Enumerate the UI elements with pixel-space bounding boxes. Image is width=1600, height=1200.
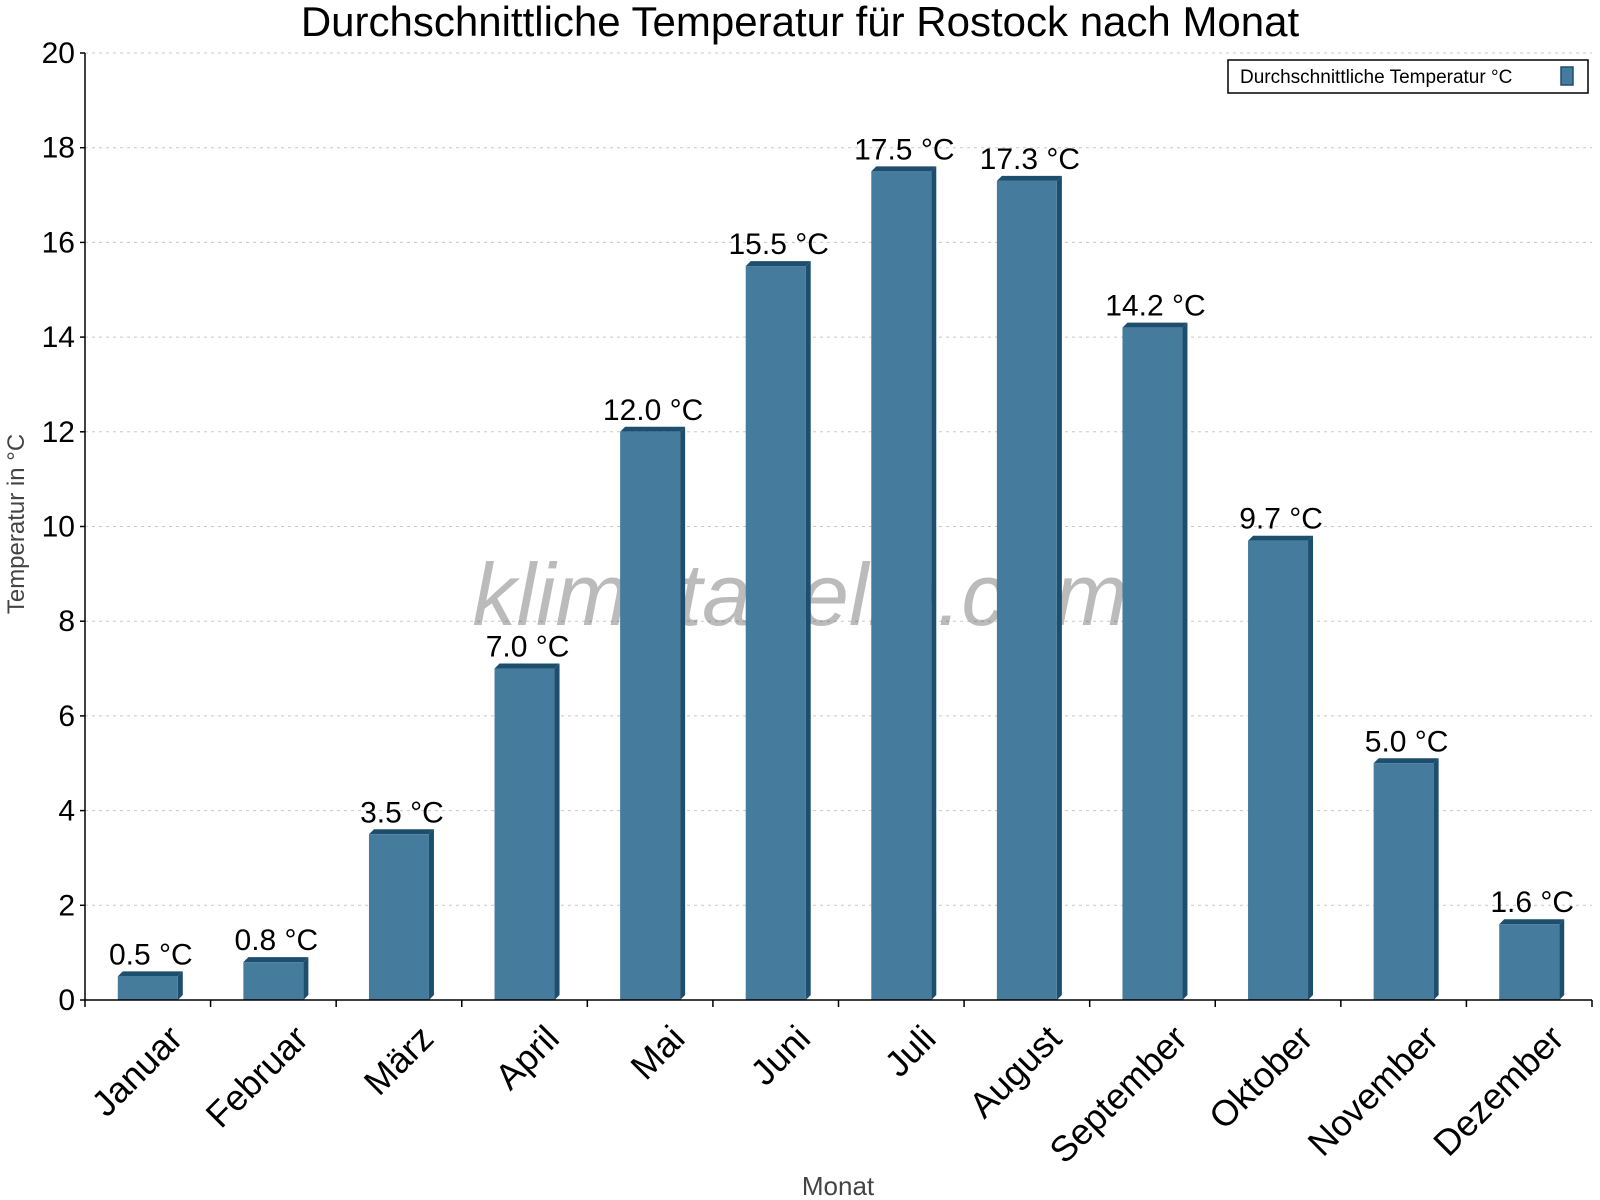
bar: 17.5 °C xyxy=(854,133,954,1000)
bars: 0.5 °C 0.8 °C 3.5 °C 7.0 °C 12.0 °C 15.5 °C 17… xyxy=(109,133,1574,1001)
x-tick-label: August xyxy=(961,1017,1069,1125)
legend: Durchschnittliche Temperatur °C xyxy=(1227,59,1589,94)
bar-top xyxy=(368,829,434,835)
bar-front xyxy=(1122,327,1183,1000)
bar: 1.6 °C xyxy=(1490,886,1574,1000)
bar-top xyxy=(871,166,937,172)
bar-top xyxy=(494,663,560,669)
bar-side xyxy=(554,663,560,1000)
bar-side xyxy=(805,261,811,1000)
x-axis-label: Monat xyxy=(802,1171,875,1200)
bar-value-label: 3.5 °C xyxy=(360,796,444,829)
bar-top xyxy=(745,261,811,267)
bar-top xyxy=(1373,758,1439,764)
bar: 17.3 °C xyxy=(980,143,1080,1001)
legend-label: Durchschnittliche Temperatur °C xyxy=(1240,67,1512,88)
y-axis-label: Temperatur in °C xyxy=(3,434,30,614)
bar-value-label: 9.7 °C xyxy=(1239,503,1323,536)
y-tick-label: 6 xyxy=(58,700,75,733)
y-tick-label: 16 xyxy=(42,226,75,259)
bar: 5.0 °C xyxy=(1365,725,1449,1000)
bar-value-label: 14.2 °C xyxy=(1105,290,1205,323)
x-tick-label: Oktober xyxy=(1201,1017,1321,1137)
x-tick-label: Mai xyxy=(622,1017,692,1087)
x-tick-label: Juni xyxy=(742,1017,818,1093)
bar-value-label: 12.0 °C xyxy=(603,394,703,427)
bar: 12.0 °C xyxy=(603,394,703,1000)
bar-front xyxy=(368,834,429,1000)
bar-front xyxy=(1248,540,1309,1000)
bar-top xyxy=(117,971,183,977)
bar-value-label: 17.3 °C xyxy=(980,143,1080,176)
bar-value-label: 7.0 °C xyxy=(486,631,570,664)
bar: 3.5 °C xyxy=(360,796,444,1000)
x-tick-label: April xyxy=(487,1017,567,1097)
bar-top xyxy=(1122,322,1188,328)
chart-title: Durchschnittliche Temperatur für Rostock… xyxy=(301,0,1300,45)
bar-top xyxy=(996,175,1062,181)
bar-side xyxy=(1559,919,1565,1000)
bar-front xyxy=(494,668,555,1000)
bar-front xyxy=(1373,763,1434,1000)
x-axis: Januar Februar März April Mai Juni Juli AugustS… xyxy=(83,999,1593,1171)
bar-value-label: 15.5 °C xyxy=(729,228,829,261)
bar-value-label: 0.5 °C xyxy=(109,938,193,971)
bar-top xyxy=(620,426,686,432)
bar: 7.0 °C xyxy=(486,631,570,1000)
x-tick-label: November xyxy=(1300,1017,1446,1163)
bar-side xyxy=(1433,758,1439,1000)
gridlines xyxy=(85,52,1592,906)
bar-side xyxy=(177,971,183,1000)
bar: 0.5 °C xyxy=(109,938,193,1000)
bar: 14.2 °C xyxy=(1105,290,1206,1000)
bar-value-label: 17.5 °C xyxy=(854,133,954,166)
bar-value-label: 5.0 °C xyxy=(1365,725,1449,758)
y-tick-label: 12 xyxy=(42,416,75,449)
bar-side xyxy=(680,426,686,1000)
y-tick-label: 14 xyxy=(42,321,75,354)
bar: 9.7 °C xyxy=(1239,503,1323,1000)
bar-side xyxy=(1182,322,1188,1000)
y-tick-label: 18 xyxy=(42,132,75,165)
bar-front xyxy=(1499,924,1560,1000)
y-tick-label: 4 xyxy=(58,795,75,828)
x-tick-label: Dezember xyxy=(1425,1017,1571,1163)
bar-front xyxy=(243,962,304,1000)
legend-swatch xyxy=(1560,66,1574,86)
bar-side xyxy=(303,957,309,1000)
bar-side xyxy=(1308,535,1314,1000)
y-tick-label: 0 xyxy=(58,984,75,1017)
bar-front xyxy=(871,171,932,1000)
bar-front xyxy=(745,266,806,1000)
bar-value-label: 0.8 °C xyxy=(235,924,319,957)
y-tick-label: 8 xyxy=(58,605,75,638)
legend-box xyxy=(1227,59,1589,94)
bar: 15.5 °C xyxy=(729,228,829,1000)
y-tick-label: 10 xyxy=(42,511,75,544)
bar-front xyxy=(620,431,681,1000)
bar-top xyxy=(1499,919,1565,925)
bar-front xyxy=(996,180,1057,1001)
x-tick-label: März xyxy=(356,1017,442,1103)
x-tick-label: Februar xyxy=(198,1017,316,1135)
bar: 0.8 °C xyxy=(235,924,319,1000)
y-tick-label: 20 xyxy=(42,37,75,70)
bar-side xyxy=(428,829,434,1000)
bar-top xyxy=(1248,535,1314,541)
x-tick-label: September xyxy=(1041,1017,1195,1171)
bar-side xyxy=(931,166,937,1000)
y-axis: 0 2 4 6 8 10 12 14 16 18 20 xyxy=(42,37,86,1017)
bar-front xyxy=(117,976,178,1000)
x-tick-label: Januar xyxy=(83,1017,190,1124)
x-tick-label: Juli xyxy=(876,1017,943,1084)
bar-top xyxy=(243,957,309,963)
bar-value-label: 1.6 °C xyxy=(1490,886,1574,919)
y-tick-label: 2 xyxy=(58,889,75,922)
bar-side xyxy=(1056,175,1062,1001)
